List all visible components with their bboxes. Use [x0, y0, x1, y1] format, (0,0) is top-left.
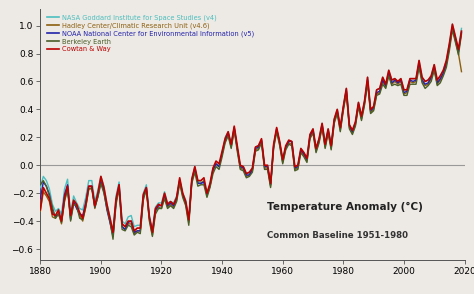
Hadley Center/Climatic Research Unit (v4.6)	[110, 233, 116, 237]
Text: Temperature Anomaly (°C): Temperature Anomaly (°C)	[267, 202, 423, 213]
NASA Goddard Institute for Space Studies (v4)	[449, 22, 455, 26]
Line: NASA Goddard Institute for Space Studies (v4): NASA Goddard Institute for Space Studies…	[40, 24, 462, 231]
Line: Berkeley Earth: Berkeley Earth	[40, 30, 462, 239]
Hadley Center/Climatic Research Unit (v4.6)	[249, 169, 255, 173]
Cowtan & Way	[37, 208, 43, 212]
Berkeley Earth	[80, 218, 85, 221]
Hadley Center/Climatic Research Unit (v4.6)	[62, 198, 67, 202]
Hadley Center/Climatic Research Unit (v4.6)	[459, 70, 465, 74]
NOAA National Center for Environmental Information (v5)	[116, 183, 122, 187]
Cowtan & Way	[62, 196, 67, 199]
Cowtan & Way	[249, 166, 255, 170]
NOAA National Center for Environmental Information (v5)	[53, 215, 58, 219]
NOAA National Center for Environmental Information (v5)	[249, 168, 255, 171]
Cowtan & Way	[110, 230, 116, 234]
NOAA National Center for Environmental Information (v5)	[216, 165, 222, 168]
Hadley Center/Climatic Research Unit (v4.6)	[449, 27, 455, 30]
NASA Goddard Institute for Space Studies (v4)	[62, 187, 67, 191]
NASA Goddard Institute for Space Studies (v4)	[80, 208, 85, 212]
Hadley Center/Climatic Research Unit (v4.6)	[216, 165, 222, 168]
NASA Goddard Institute for Space Studies (v4)	[216, 165, 222, 168]
NOAA National Center for Environmental Information (v5)	[110, 235, 116, 238]
NASA Goddard Institute for Space Studies (v4)	[37, 186, 43, 189]
Berkeley Earth	[249, 171, 255, 174]
Line: Hadley Center/Climatic Research Unit (v4.6): Hadley Center/Climatic Research Unit (v4…	[40, 29, 462, 235]
Cowtan & Way	[116, 183, 122, 187]
NASA Goddard Institute for Space Studies (v4)	[116, 180, 122, 184]
Cowtan & Way	[80, 216, 85, 220]
Berkeley Earth	[110, 238, 116, 241]
NASA Goddard Institute for Space Studies (v4)	[249, 166, 255, 170]
NASA Goddard Institute for Space Studies (v4)	[110, 229, 116, 233]
Text: Common Baseline 1951-1980: Common Baseline 1951-1980	[267, 230, 408, 240]
Cowtan & Way	[216, 162, 222, 166]
Berkeley Earth	[459, 32, 465, 36]
Hadley Center/Climatic Research Unit (v4.6)	[37, 210, 43, 213]
Cowtan & Way	[459, 29, 465, 33]
Berkeley Earth	[37, 183, 43, 187]
NOAA National Center for Environmental Information (v5)	[80, 214, 85, 217]
Line: Cowtan & Way: Cowtan & Way	[40, 24, 462, 232]
Legend: NASA Goddard Institute for Space Studies (v4), Hadley Center/Climatic Research U: NASA Goddard Institute for Space Studies…	[46, 13, 255, 54]
Berkeley Earth	[216, 168, 222, 171]
Hadley Center/Climatic Research Unit (v4.6)	[53, 216, 58, 220]
NOAA National Center for Environmental Information (v5)	[449, 25, 455, 29]
Line: NOAA National Center for Environmental Information (v5): NOAA National Center for Environmental I…	[40, 27, 462, 236]
Cowtan & Way	[53, 214, 58, 217]
NOAA National Center for Environmental Information (v5)	[62, 193, 67, 196]
Hadley Center/Climatic Research Unit (v4.6)	[80, 219, 85, 223]
Berkeley Earth	[116, 187, 122, 191]
NASA Goddard Institute for Space Studies (v4)	[459, 27, 465, 30]
Hadley Center/Climatic Research Unit (v4.6)	[116, 186, 122, 189]
NOAA National Center for Environmental Information (v5)	[37, 197, 43, 201]
NASA Goddard Institute for Space Studies (v4)	[53, 210, 58, 213]
Berkeley Earth	[53, 216, 58, 220]
Berkeley Earth	[449, 28, 455, 31]
Cowtan & Way	[449, 22, 455, 26]
NOAA National Center for Environmental Information (v5)	[459, 31, 465, 34]
Berkeley Earth	[62, 200, 67, 203]
